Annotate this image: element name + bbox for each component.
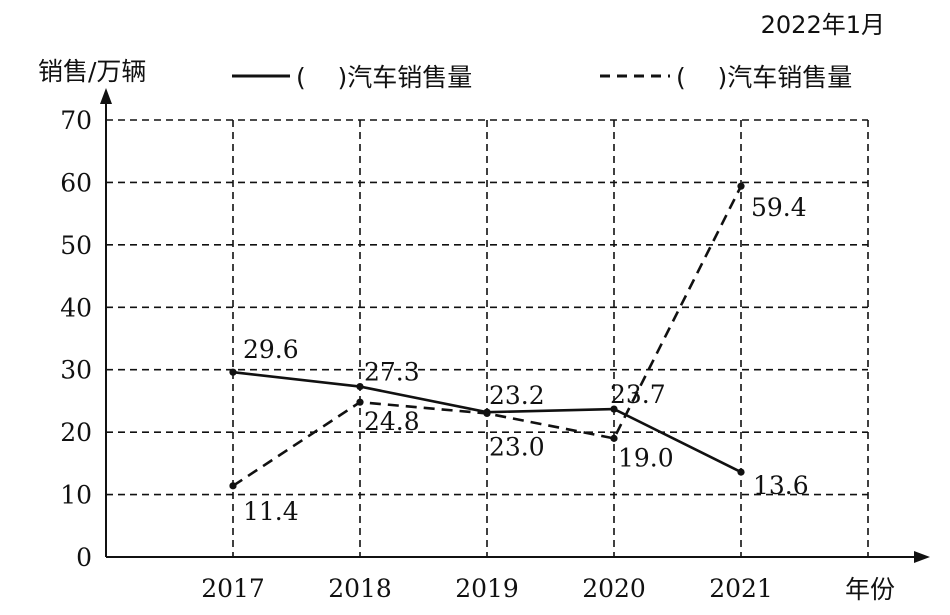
x-tick-label: 2019 bbox=[455, 574, 519, 603]
y-axis-label: 销售/万辆 bbox=[38, 57, 146, 86]
data-label: 29.6 bbox=[243, 335, 299, 364]
y-tick-label: 0 bbox=[76, 543, 92, 572]
y-axis-arrow bbox=[100, 88, 112, 104]
data-point bbox=[610, 405, 618, 413]
data-point bbox=[737, 468, 745, 476]
x-axis-arrow bbox=[914, 551, 930, 563]
x-tick-label: 2020 bbox=[582, 574, 646, 603]
data-label: 13.6 bbox=[753, 471, 809, 500]
data-point bbox=[737, 182, 745, 190]
axes bbox=[100, 88, 930, 563]
data-point bbox=[229, 482, 237, 490]
tick-labels: 0 10 20 30 40 50 60 70 2017 2018 2019 2020 2021 bbox=[60, 106, 773, 603]
data-label: 11.4 bbox=[243, 497, 299, 526]
x-tick-label: 2021 bbox=[709, 574, 773, 603]
data-point bbox=[356, 382, 364, 391]
data-point bbox=[483, 409, 491, 418]
data-label: 23.7 bbox=[610, 380, 666, 409]
data-labels: 29.6 27.3 23.2 23.7 13.6 11.4 24.8 23.0 19.0 59.4 bbox=[243, 193, 809, 526]
legend-dashed-label: ( )汽车销售量 bbox=[676, 63, 852, 92]
y-tick-label: 20 bbox=[60, 418, 92, 447]
data-label: 23.2 bbox=[489, 381, 545, 410]
y-tick-label: 70 bbox=[60, 106, 92, 135]
data-point bbox=[610, 434, 618, 442]
date-note: 2022年1月 bbox=[761, 11, 885, 39]
legend: ( )汽车销售量 ( )汽车销售量 bbox=[232, 63, 852, 92]
legend-solid-label: ( )汽车销售量 bbox=[296, 63, 472, 92]
y-tick-label: 10 bbox=[60, 481, 92, 510]
data-label: 24.8 bbox=[364, 407, 420, 436]
y-tick-label: 60 bbox=[60, 168, 92, 197]
series-layer bbox=[229, 182, 745, 490]
data-point bbox=[229, 368, 237, 376]
data-label: 59.4 bbox=[751, 193, 807, 222]
data-label: 23.0 bbox=[489, 432, 545, 461]
data-label: 27.3 bbox=[364, 358, 420, 387]
x-axis-label: 年份 bbox=[845, 575, 895, 604]
x-tick-label: 2018 bbox=[328, 574, 392, 603]
y-tick-label: 30 bbox=[60, 356, 92, 385]
data-label: 19.0 bbox=[618, 443, 674, 472]
y-tick-label: 40 bbox=[60, 293, 92, 322]
x-tick-label: 2017 bbox=[201, 574, 265, 603]
y-tick-label: 50 bbox=[60, 231, 92, 260]
data-point bbox=[356, 398, 364, 406]
